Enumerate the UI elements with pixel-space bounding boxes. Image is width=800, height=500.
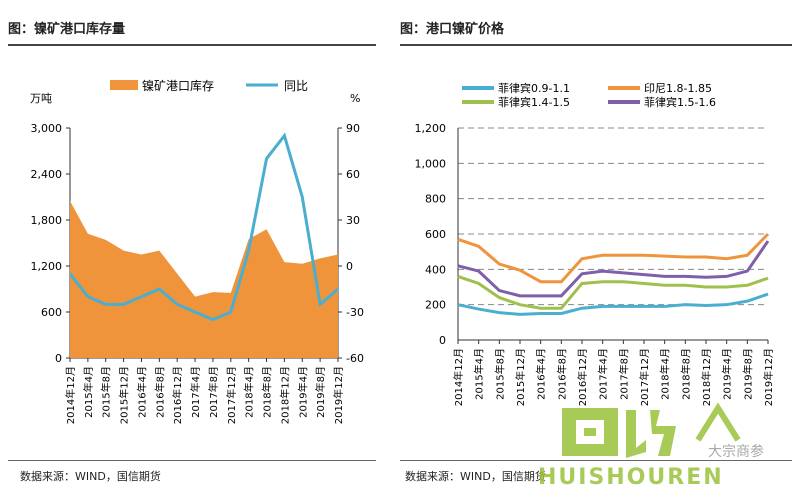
x-tick-label: 2018年4月 xyxy=(243,366,256,418)
x-tick-label: 2015年4月 xyxy=(473,348,486,400)
x-tick-label: 2019年8月 xyxy=(741,348,754,400)
y-tick-label: 0 xyxy=(439,334,446,347)
x-tick-label: 2016年8月 xyxy=(555,348,568,400)
x-tick-label: 2015年8月 xyxy=(100,366,113,418)
x-tick-label: 2015年12月 xyxy=(118,366,131,424)
x-tick-label: 2018年4月 xyxy=(659,348,672,400)
right-y-tick-label: -30 xyxy=(346,306,364,319)
x-tick-label: 2016年8月 xyxy=(153,366,166,418)
legend-label-ph-1415: 菲律宾1.4-1.5 xyxy=(498,95,570,109)
left-unit-label: 万吨 xyxy=(30,92,52,105)
right-source-note: 数据来源：WIND，国信期货 xyxy=(405,470,546,483)
series-inventory-area xyxy=(70,200,338,358)
legend-label-ph-0911: 菲律宾0.9-1.1 xyxy=(498,81,570,95)
x-tick-label: 2016年12月 xyxy=(576,348,589,406)
legend-label-inventory: 镍矿港口库存 xyxy=(142,78,214,93)
right-unit-label: % xyxy=(350,92,360,105)
x-tick-label: 2018年8月 xyxy=(261,366,274,418)
right-plot-area: 1,200 1,000 800 600 400 200 0 2014年12月 2015年4月 20… xyxy=(415,122,776,406)
x-tick-label: 2019年4月 xyxy=(296,366,309,418)
x-tick-label: 2017年12月 xyxy=(225,366,238,424)
x-tick-label: 2015年12月 xyxy=(514,348,527,406)
left-y-tick-label: 3,000 xyxy=(31,122,63,135)
right-chart-title: 图：港口镍矿价格 xyxy=(400,22,505,37)
x-tick-label: 2017年4月 xyxy=(597,348,610,400)
x-tick-label: 2019年12月 xyxy=(762,348,775,406)
series-line-1 xyxy=(457,232,770,284)
right-footer-rule xyxy=(400,460,792,461)
x-tick-label: 2018年12月 xyxy=(700,348,713,406)
left-footer-rule xyxy=(8,460,376,461)
x-tick-label: 2016年4月 xyxy=(535,348,548,400)
right-legend: 菲律宾0.9-1.1 印尼1.8-1.85 菲律宾1.4-1.5 菲律宾1.5-… xyxy=(462,81,716,109)
y-tick-label: 1,000 xyxy=(415,157,447,170)
recycler-watermark-logo: HUISHOUREN 大宗商参 xyxy=(538,402,764,490)
left-y-tick-label: 1,200 xyxy=(31,260,63,273)
right-title-rule xyxy=(400,44,792,46)
x-tick-label: 2016年12月 xyxy=(171,366,184,424)
x-tick-label: 2018年12月 xyxy=(278,366,291,424)
y-tick-label: 800 xyxy=(425,193,446,206)
x-tick-label: 2014年12月 xyxy=(64,366,77,424)
y-tick-label: 1,200 xyxy=(415,122,447,135)
legend-label-yoy: 同比 xyxy=(284,79,308,93)
y-tick-label: 400 xyxy=(425,263,446,276)
left-y-tick-label: 1,800 xyxy=(31,214,63,227)
series-line-2 xyxy=(457,274,769,310)
x-tick-label: 2018年8月 xyxy=(679,348,692,400)
left-chart: 镍矿港口库存 同比 万吨 % 3,0002,4001,8001,20060009… xyxy=(30,78,364,424)
left-source-note: 数据来源：WIND，国信期货 xyxy=(20,470,161,483)
x-tick-label: 2019年12月 xyxy=(332,366,345,424)
x-tick-label: 2019年8月 xyxy=(314,366,327,418)
right-y-tick-label: -60 xyxy=(346,352,364,365)
series-yoy-line xyxy=(68,132,339,322)
left-y-tick-label: 2,400 xyxy=(31,168,63,181)
series-line-3 xyxy=(457,240,770,298)
y-tick-label: 600 xyxy=(425,228,446,241)
series-line-0 xyxy=(457,292,769,316)
right-y-tick-label: 0 xyxy=(346,260,353,273)
right-y-tick-label: 90 xyxy=(346,122,360,135)
x-tick-label: 2016年4月 xyxy=(135,366,148,418)
x-tick-label: 2015年4月 xyxy=(82,366,95,418)
left-chart-title: 图：镍矿港口库存量 xyxy=(8,22,126,37)
x-tick-label: 2015年8月 xyxy=(493,348,506,400)
left-plot-area: 3,0002,4001,8001,20060009060300-30-60201… xyxy=(31,122,364,424)
right-y-tick-label: 60 xyxy=(346,168,360,181)
legend-label-id-1818: 印尼1.8-1.85 xyxy=(644,82,712,95)
x-tick-label: 2017年8月 xyxy=(207,366,220,418)
x-tick-label: 2017年8月 xyxy=(617,348,630,400)
right-y-tick-label: 30 xyxy=(346,214,360,227)
svg-text:HUISHOUREN: HUISHOUREN xyxy=(538,465,724,490)
x-tick-label: 2014年12月 xyxy=(452,348,465,406)
right-chart: 菲律宾0.9-1.1 印尼1.8-1.85 菲律宾1.4-1.5 菲律宾1.5-… xyxy=(415,81,776,406)
x-tick-label: 2019年4月 xyxy=(721,348,734,400)
x-tick-label: 2017年12月 xyxy=(638,348,651,406)
legend-swatch-inventory xyxy=(110,80,138,90)
svg-text:大宗商参: 大宗商参 xyxy=(708,443,764,460)
left-y-tick-label: 600 xyxy=(41,306,62,319)
left-y-tick-label: 0 xyxy=(55,352,62,365)
x-tick-label: 2017年4月 xyxy=(189,366,202,418)
legend-label-ph-1516: 菲律宾1.5-1.6 xyxy=(644,95,716,109)
left-title-rule xyxy=(8,44,376,46)
y-tick-label: 200 xyxy=(425,299,446,312)
